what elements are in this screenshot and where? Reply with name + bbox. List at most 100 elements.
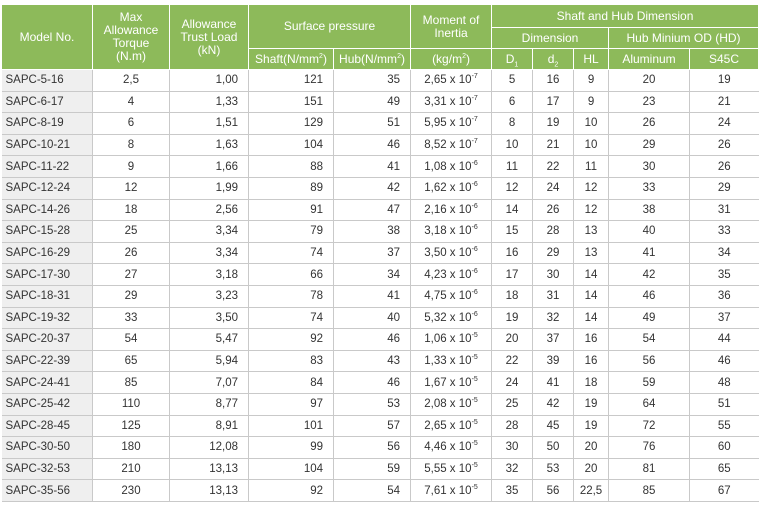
d1-cell: 20 bbox=[491, 328, 534, 351]
d2-cell: 32 bbox=[532, 307, 575, 330]
aluminum-cell: 76 bbox=[608, 436, 691, 459]
torque-cell: 110 bbox=[92, 393, 170, 416]
s45c-cell: 31 bbox=[689, 199, 759, 222]
moment-cell: 4,75 x 10-6 bbox=[410, 285, 493, 308]
shaft-pressure-cell: 121 bbox=[248, 69, 334, 92]
hl-cell: 22,5 bbox=[573, 479, 610, 502]
model-cell: SAPC-12-24 bbox=[1, 177, 93, 200]
trust-load-cell: 8,77 bbox=[169, 393, 249, 416]
d1-cell: 24 bbox=[491, 371, 534, 394]
aluminum-cell: 42 bbox=[608, 263, 691, 286]
hub-pressure-cell: 59 bbox=[333, 458, 412, 481]
model-cell: SAPC-16-29 bbox=[1, 242, 93, 265]
torque-cell: 18 bbox=[92, 199, 170, 222]
aluminum-cell: 54 bbox=[608, 328, 691, 351]
shaft-pressure-cell: 66 bbox=[248, 263, 334, 286]
d1-cell: 18 bbox=[491, 285, 534, 308]
s45c-cell: 44 bbox=[689, 328, 759, 351]
hub-pressure-cell: 34 bbox=[333, 263, 412, 286]
aluminum-cell: 81 bbox=[608, 458, 691, 481]
shaft-pressure-cell: 83 bbox=[248, 350, 334, 373]
model-cell: SAPC-6-17 bbox=[1, 91, 93, 114]
trust-load-cell: 3,18 bbox=[169, 263, 249, 286]
model-cell: SAPC-15-28 bbox=[1, 220, 93, 243]
torque-cell: 12 bbox=[92, 177, 170, 200]
shaft-pressure-cell: 84 bbox=[248, 371, 334, 394]
d2-cell: 37 bbox=[532, 328, 575, 351]
s45c-cell: 48 bbox=[689, 371, 759, 394]
table-row: SAPC-28-45 125 8,91 101 57 2,65 x 10-5 28 45 19 7… bbox=[1, 415, 759, 438]
torque-cell: 85 bbox=[92, 371, 170, 394]
moment-cell: 3,31 x 10-7 bbox=[410, 91, 493, 114]
hl-cell: 11 bbox=[573, 155, 610, 178]
aluminum-header: Aluminum bbox=[608, 48, 691, 70]
d1-cell: 8 bbox=[491, 112, 534, 135]
d1-cell: 12 bbox=[491, 177, 534, 200]
trust-load-cell: 13,13 bbox=[169, 458, 249, 481]
spec-table: Model No. Max Allowance Torque (N.m) Allowa… bbox=[1, 4, 760, 502]
d2-cell: 24 bbox=[532, 177, 575, 200]
d2-cell: 28 bbox=[532, 220, 575, 243]
d2-cell: 39 bbox=[532, 350, 575, 373]
aluminum-cell: 41 bbox=[608, 242, 691, 265]
hub-pressure-cell: 47 bbox=[333, 199, 412, 222]
moment-cell: 2,65 x 10-5 bbox=[410, 415, 493, 438]
d1-cell: 25 bbox=[491, 393, 534, 416]
hub-pressure-cell: 49 bbox=[333, 91, 412, 114]
model-cell: SAPC-5-16 bbox=[1, 69, 93, 92]
d2-cell: 21 bbox=[532, 134, 575, 157]
hl-cell: 10 bbox=[573, 112, 610, 135]
trust-load-cell: 12,08 bbox=[169, 436, 249, 459]
trust-load-cell: 13,13 bbox=[169, 479, 249, 502]
d1-cell: 22 bbox=[491, 350, 534, 373]
shaft-pressure-cell: 92 bbox=[248, 479, 334, 502]
moment-cell: 1,67 x 10-5 bbox=[410, 371, 493, 394]
aluminum-cell: 46 bbox=[608, 285, 691, 308]
aluminum-cell: 40 bbox=[608, 220, 691, 243]
hub-pressure-cell: 51 bbox=[333, 112, 412, 135]
d1-cell: 35 bbox=[491, 479, 534, 502]
shaft-pressure-cell: 101 bbox=[248, 415, 334, 438]
torque-cell: 6 bbox=[92, 112, 170, 135]
d2-cell: 16 bbox=[532, 69, 575, 92]
model-cell: SAPC-25-42 bbox=[1, 393, 93, 416]
hub-pressure-cell: 46 bbox=[333, 134, 412, 157]
hl-cell: 18 bbox=[573, 371, 610, 394]
table-row: SAPC-35-56 230 13,13 92 54 7,61 x 10-5 35 56 22,… bbox=[1, 479, 759, 502]
moment-cell: 5,95 x 10-7 bbox=[410, 112, 493, 135]
table-row: SAPC-18-31 29 3,23 78 41 4,75 x 10-6 18 31 14 46 3… bbox=[1, 285, 759, 308]
model-cell: SAPC-14-26 bbox=[1, 199, 93, 222]
d2-cell: 41 bbox=[532, 371, 575, 394]
trust-load-cell: 8,91 bbox=[169, 415, 249, 438]
moment-cell: 7,61 x 10-5 bbox=[410, 479, 493, 502]
hub-pressure-cell: 41 bbox=[333, 155, 412, 178]
s45c-cell: 29 bbox=[689, 177, 759, 200]
moment-cell: 3,18 x 10-6 bbox=[410, 220, 493, 243]
trust-load-cell: 5,47 bbox=[169, 328, 249, 351]
trust-load-cell: 1,00 bbox=[169, 69, 249, 92]
moment-cell: 8,52 x 10-7 bbox=[410, 134, 493, 157]
model-cell: SAPC-8-19 bbox=[1, 112, 93, 135]
hl-cell: 14 bbox=[573, 285, 610, 308]
dimension-header: Dimension bbox=[491, 27, 610, 49]
hub-pressure-cell: 46 bbox=[333, 371, 412, 394]
s45c-cell: 26 bbox=[689, 155, 759, 178]
hub-pressure-cell: 41 bbox=[333, 285, 412, 308]
moment-cell: 3,50 x 10-6 bbox=[410, 242, 493, 265]
table-row: SAPC-16-29 26 3,34 74 37 3,50 x 10-6 16 29 13 41 3… bbox=[1, 242, 759, 265]
s45c-cell: 65 bbox=[689, 458, 759, 481]
table-row: SAPC-25-42 110 8,77 97 53 2,08 x 10-5 25 42 19 64… bbox=[1, 393, 759, 416]
torque-cell: 180 bbox=[92, 436, 170, 459]
hub-pressure-cell: 57 bbox=[333, 415, 412, 438]
s45c-cell: 67 bbox=[689, 479, 759, 502]
s45c-cell: 51 bbox=[689, 393, 759, 416]
model-cell: SAPC-35-56 bbox=[1, 479, 93, 502]
s45c-header: S45C bbox=[689, 48, 760, 70]
d1-cell: 30 bbox=[491, 436, 534, 459]
shaft-pressure-cell: 79 bbox=[248, 220, 334, 243]
trust-load-cell: 3,34 bbox=[169, 220, 249, 243]
torque-cell: 9 bbox=[92, 155, 170, 178]
d2-cell: 42 bbox=[532, 393, 575, 416]
aluminum-cell: 29 bbox=[608, 134, 691, 157]
model-cell: SAPC-10-21 bbox=[1, 134, 93, 157]
